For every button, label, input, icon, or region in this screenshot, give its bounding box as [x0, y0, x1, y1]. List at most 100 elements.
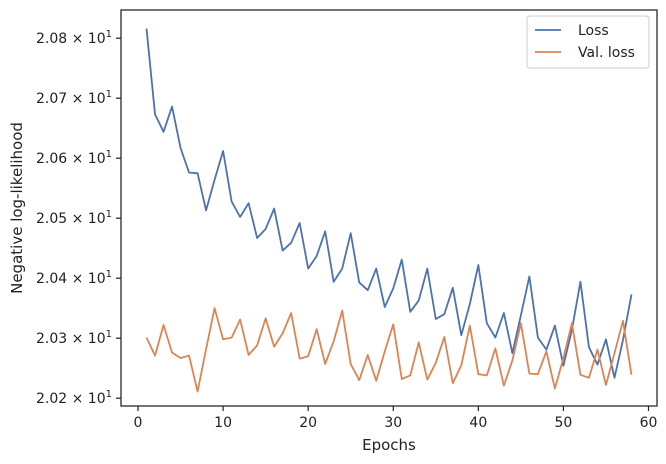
- data-point-val-loss: [409, 374, 411, 376]
- x-tick-label: 40: [469, 415, 487, 431]
- data-point-val-loss: [571, 322, 573, 324]
- y-tick-label: 2.03 × 101: [36, 329, 112, 347]
- data-point-loss: [384, 306, 386, 308]
- x-tick-label: 10: [214, 415, 232, 431]
- data-point-loss: [588, 346, 590, 348]
- data-point-val-loss: [384, 350, 386, 352]
- data-point-val-loss: [367, 354, 369, 356]
- data-point-val-loss: [486, 374, 488, 376]
- y-tick-label: 2.05 × 101: [36, 209, 112, 227]
- data-point-loss: [163, 131, 165, 133]
- data-point-val-loss: [545, 350, 547, 352]
- data-point-val-loss: [622, 320, 624, 322]
- data-point-loss: [248, 202, 250, 204]
- x-tick-label: 20: [299, 415, 317, 431]
- data-point-loss: [214, 179, 216, 181]
- data-point-loss: [205, 209, 207, 211]
- series-layer: [145, 28, 633, 393]
- data-point-val-loss: [188, 355, 190, 357]
- data-point-loss: [358, 281, 360, 283]
- data-point-loss: [197, 172, 199, 174]
- plot-frame: [120, 9, 658, 407]
- data-point-loss: [503, 312, 505, 314]
- data-point-loss: [596, 364, 598, 366]
- data-point-loss: [392, 287, 394, 289]
- data-point-loss: [222, 150, 224, 152]
- data-point-val-loss: [520, 322, 522, 324]
- data-point-val-loss: [256, 344, 258, 346]
- data-point-loss: [443, 313, 445, 315]
- data-point-val-loss: [239, 319, 241, 321]
- x-tick-label: 0: [134, 415, 143, 431]
- data-point-val-loss: [333, 340, 335, 342]
- data-point-val-loss: [307, 355, 309, 357]
- data-point-loss: [545, 349, 547, 351]
- x-tick-label: 60: [640, 415, 658, 431]
- series-line-val-loss: [145, 307, 633, 393]
- data-point-val-loss: [588, 377, 590, 379]
- legend-label-val-loss: Val. loss: [578, 45, 635, 61]
- x-tick-label: 50: [554, 415, 572, 431]
- data-point-val-loss: [452, 382, 454, 384]
- data-point-loss: [579, 281, 581, 283]
- data-point-loss: [265, 228, 267, 230]
- data-point-val-loss: [537, 373, 539, 375]
- data-point-val-loss: [477, 373, 479, 375]
- data-point-val-loss: [418, 341, 420, 343]
- legend: Loss Val. loss: [526, 15, 650, 69]
- data-point-loss: [324, 230, 326, 232]
- y-tick-label: 2.07 × 101: [36, 89, 112, 107]
- data-point-loss: [401, 259, 403, 261]
- data-point-loss: [375, 268, 377, 270]
- data-point-val-loss: [579, 374, 581, 376]
- data-point-val-loss: [630, 374, 632, 376]
- data-point-loss: [460, 334, 462, 336]
- data-point-val-loss: [171, 352, 173, 354]
- data-point-loss: [520, 314, 522, 316]
- data-point-val-loss: [299, 358, 301, 360]
- data-point-val-loss: [511, 359, 513, 361]
- data-point-loss: [426, 268, 428, 270]
- data-point-loss: [341, 268, 343, 270]
- data-point-val-loss: [205, 348, 207, 350]
- data-point-val-loss: [222, 338, 224, 340]
- data-point-loss: [554, 325, 556, 327]
- data-point-val-loss: [401, 378, 403, 380]
- data-point-loss: [469, 303, 471, 305]
- data-point-val-loss: [265, 317, 267, 319]
- data-point-loss: [256, 237, 258, 239]
- data-point-val-loss: [231, 337, 233, 339]
- data-point-val-loss: [163, 324, 165, 326]
- data-point-loss: [333, 281, 335, 283]
- data-point-val-loss: [341, 310, 343, 312]
- data-point-loss: [282, 250, 284, 252]
- data-point-val-loss: [460, 364, 462, 366]
- data-point-val-loss: [435, 362, 437, 364]
- data-point-val-loss: [146, 337, 148, 339]
- series-line-loss: [145, 28, 633, 379]
- data-point-loss: [316, 255, 318, 257]
- data-point-val-loss: [596, 349, 598, 351]
- data-point-val-loss: [214, 307, 216, 309]
- x-axis-label: Epochs: [362, 436, 416, 454]
- data-point-val-loss: [469, 325, 471, 327]
- data-point-loss: [528, 275, 530, 277]
- data-point-loss: [188, 172, 190, 174]
- data-point-loss: [622, 339, 624, 341]
- data-point-val-loss: [316, 328, 318, 330]
- data-point-loss: [452, 287, 454, 289]
- data-point-loss: [562, 365, 564, 367]
- data-point-val-loss: [154, 355, 156, 357]
- data-point-val-loss: [248, 354, 250, 356]
- data-point-val-loss: [282, 332, 284, 334]
- data-point-val-loss: [324, 363, 326, 365]
- data-point-loss: [494, 337, 496, 339]
- data-point-loss: [290, 242, 292, 244]
- y-axis-label: Negative log-likelihood: [8, 122, 26, 294]
- data-point-loss: [613, 377, 615, 379]
- data-point-val-loss: [443, 336, 445, 338]
- data-point-val-loss: [358, 379, 360, 381]
- legend-label-loss: Loss: [578, 23, 609, 39]
- data-point-val-loss: [613, 352, 615, 354]
